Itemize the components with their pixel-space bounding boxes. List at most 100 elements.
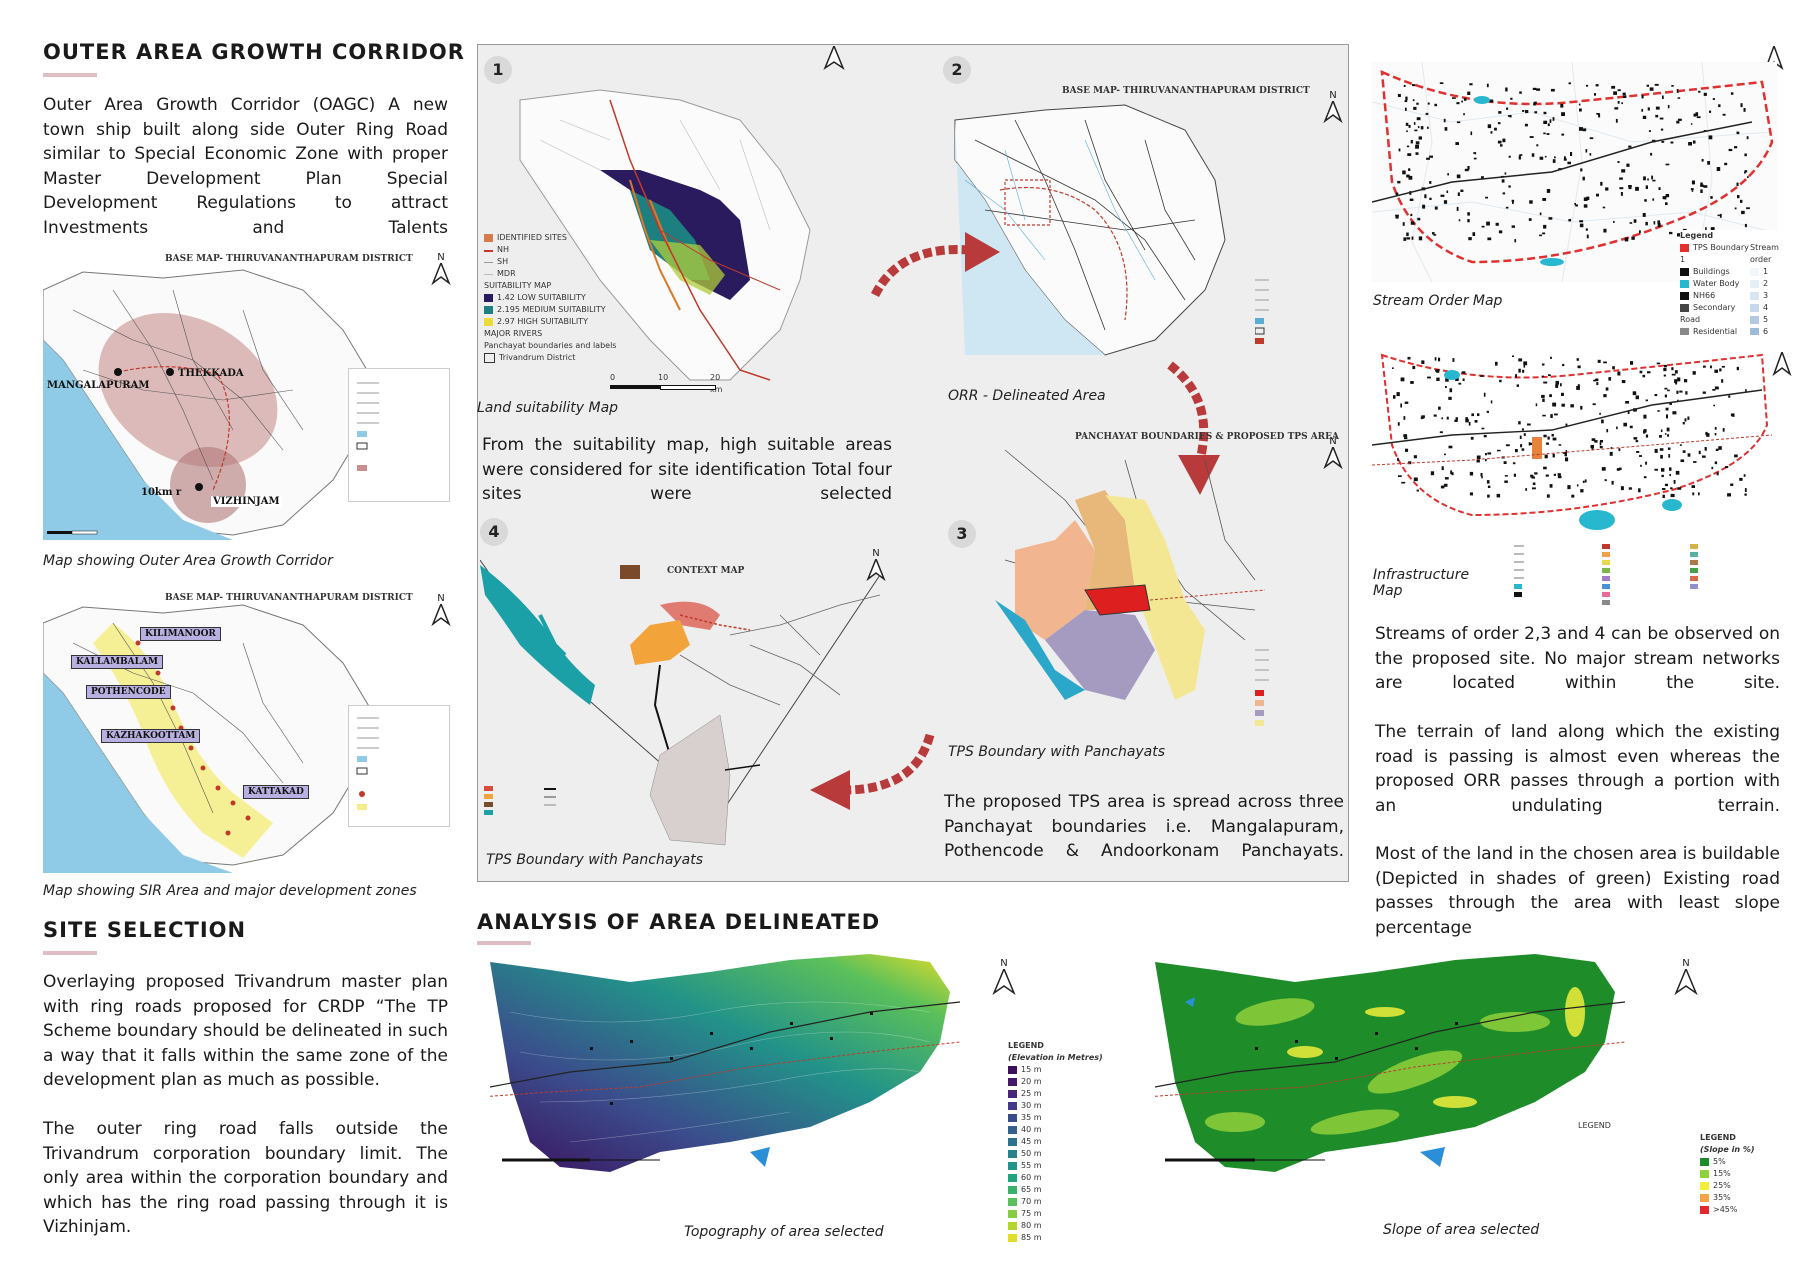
building-mark <box>1622 95 1627 98</box>
topo-legend-subtitle: (Elevation in Metres) <box>1008 1053 1103 1062</box>
building-mark <box>1438 357 1441 362</box>
topo-legend-item: 60 m <box>1008 1172 1108 1184</box>
slope-legend-item: 25% <box>1700 1180 1790 1192</box>
topo-legend-title: LEGEND <box>1008 1041 1044 1050</box>
building-mark <box>1652 179 1656 182</box>
topo-legend-label: 60 m <box>1021 1173 1042 1182</box>
slope-legend: LEGEND (Slope in %) 5% 15% 25% 35% >45% <box>1700 1132 1790 1216</box>
stream-legend-label: Buildings <box>1693 267 1730 276</box>
building-mark <box>1703 92 1707 96</box>
building-mark <box>1529 136 1534 138</box>
building-mark <box>1402 222 1405 226</box>
building-mark <box>1523 363 1526 368</box>
building-mark <box>1532 487 1536 490</box>
building-mark <box>1467 212 1470 216</box>
building-mark <box>1645 434 1649 438</box>
building-mark <box>1439 82 1444 84</box>
building-mark <box>1403 84 1406 87</box>
building-mark <box>1434 357 1437 361</box>
building-mark <box>1405 107 1407 111</box>
building-mark <box>1567 485 1571 490</box>
legend-low: 1.42 LOW SUITABILITY <box>484 292 634 304</box>
building-mark <box>1704 447 1707 451</box>
legend-mdr: MDR <box>484 268 634 280</box>
building-mark <box>1603 361 1607 364</box>
building-mark <box>1416 102 1419 105</box>
building-mark <box>1647 371 1651 374</box>
oagc-map-caption: Map showing Outer Area Growth Corridor <box>43 553 333 569</box>
building-mark <box>1660 429 1663 432</box>
building-mark <box>1703 185 1708 188</box>
building-mark <box>1400 403 1402 408</box>
building-mark <box>1504 480 1508 483</box>
building-mark <box>1413 477 1418 482</box>
building-mark <box>1412 99 1415 102</box>
building-mark <box>1745 389 1747 392</box>
building-mark <box>1519 91 1522 94</box>
topo-legend-item: 35 m <box>1008 1112 1108 1124</box>
building-mark <box>1740 199 1743 203</box>
building-mark <box>1579 223 1584 228</box>
building-mark <box>1565 450 1568 452</box>
building-mark <box>1654 83 1659 86</box>
building-mark <box>1427 126 1429 129</box>
building-mark <box>1664 394 1667 398</box>
building-mark <box>1700 189 1703 193</box>
building-mark <box>1440 485 1445 489</box>
building-mark <box>1685 391 1688 395</box>
building-mark <box>1447 173 1449 176</box>
building-mark <box>1410 381 1414 384</box>
building-mark <box>1429 181 1432 184</box>
building-mark <box>1487 485 1491 488</box>
building-mark <box>1445 378 1449 382</box>
building-mark <box>1687 453 1691 457</box>
terrain-paragraph: The terrain of land along which the exis… <box>1375 722 1780 816</box>
building-mark <box>1550 88 1555 92</box>
building-mark <box>1744 170 1748 173</box>
building-mark <box>1487 237 1492 241</box>
building-mark <box>1617 89 1621 92</box>
building-mark <box>1519 154 1523 156</box>
building-mark <box>1406 237 1411 240</box>
north-arrow-icon: N <box>866 548 886 585</box>
building-mark <box>1586 84 1589 87</box>
building-mark <box>1485 453 1487 456</box>
building-mark <box>1652 198 1655 201</box>
building-mark <box>1585 149 1588 153</box>
building-mark <box>1407 356 1411 360</box>
stream-order-swatch <box>1750 327 1759 336</box>
topo-legend-swatch <box>1008 1161 1017 1170</box>
building-mark <box>1730 483 1734 486</box>
building-mark <box>1502 138 1506 143</box>
building-mark <box>1656 362 1661 365</box>
building-mark <box>1509 115 1512 118</box>
building-mark <box>1601 419 1604 424</box>
building-mark <box>1487 124 1492 129</box>
building-mark <box>1646 84 1649 87</box>
stream-order-item: 3 <box>1750 290 1790 302</box>
building-mark <box>1555 384 1559 388</box>
building-mark <box>1671 373 1676 376</box>
stream-paragraph: Streams of order 2,3 and 4 can be observ… <box>1375 624 1780 693</box>
building-mark <box>1599 412 1601 415</box>
building-mark <box>1736 182 1739 186</box>
building-mark <box>1714 386 1719 390</box>
building-mark <box>1522 369 1525 373</box>
topo-legend-label: 85 m <box>1021 1233 1042 1242</box>
building-mark <box>1619 177 1623 180</box>
panel-3-number: 3 <box>948 520 976 548</box>
building-mark <box>1583 197 1588 201</box>
building-mark <box>1642 374 1646 378</box>
building-mark <box>1636 451 1640 453</box>
building-mark <box>1499 379 1502 383</box>
building-mark <box>1743 474 1746 477</box>
building-mark <box>1570 152 1573 156</box>
building-mark <box>1415 144 1419 149</box>
building-mark <box>1481 427 1485 430</box>
building-mark <box>1620 486 1624 491</box>
building-mark <box>1464 168 1469 172</box>
building-mark <box>1693 113 1696 117</box>
building-mark <box>1662 488 1666 491</box>
building-mark <box>1602 206 1606 209</box>
building-mark <box>1631 236 1635 240</box>
